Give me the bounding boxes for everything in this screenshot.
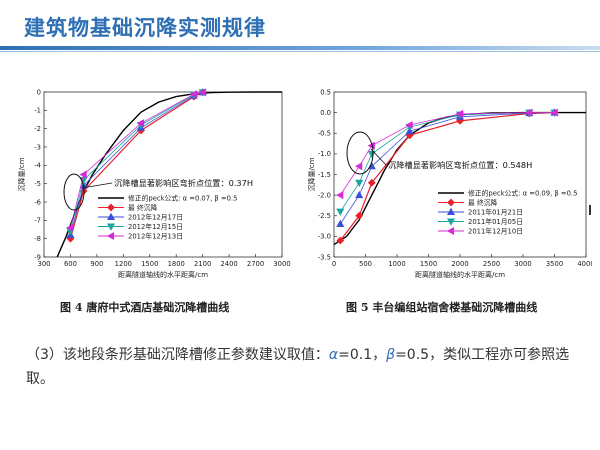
y-axis-label: 沉降量/cm	[17, 157, 26, 191]
x-tick-label: 900	[90, 260, 103, 268]
x-tick-label: 2700	[247, 260, 264, 268]
data-point	[550, 108, 558, 117]
legend-label: 最 终沉降	[468, 198, 498, 207]
figure1-caption: 图 4 唐府中式酒店基础沉降槽曲线	[60, 301, 230, 314]
data-point	[355, 211, 364, 220]
y-tick-label: -5	[34, 180, 41, 188]
body-paragraph: （3）该地段条形基础沉降槽修正参数建议取值：α=0.1，β=0.5，类似工程亦可…	[26, 343, 586, 391]
data-point	[189, 90, 197, 99]
legend-marker	[106, 231, 115, 241]
legend-label: 2011年12月10日	[468, 226, 523, 235]
y-tick-label: 0.5	[320, 88, 331, 96]
x-axis-label: 距离隧道轴线的水平距离/cm	[415, 270, 505, 279]
annotation-text: 沉降槽显著影响区弯折点位置：0.37H	[114, 178, 253, 188]
annotation-text: 沉降槽显著影响区弯折点位置：0.548H	[388, 160, 532, 170]
x-tick-label: 3000	[514, 260, 531, 268]
alpha-symbol: α	[328, 347, 339, 363]
data-point	[355, 190, 364, 199]
y-tick-label: -2.5	[318, 212, 331, 220]
legend-marker	[106, 223, 116, 231]
data-point	[336, 236, 345, 245]
x-tick-label: 1500	[420, 260, 437, 268]
y-tick-label: 0.0	[320, 109, 331, 117]
title-rule	[0, 46, 600, 50]
figure2-caption: 图 5 丰台编组站宿舍楼基础沉降槽曲线	[346, 301, 538, 314]
data-point	[405, 120, 413, 130]
data-point	[198, 88, 206, 97]
data-point	[79, 170, 87, 179]
x-tick-label: 1000	[388, 260, 405, 268]
y-tick-label: -1.5	[318, 171, 331, 179]
series-line	[56, 91, 282, 258]
legend-marker	[107, 203, 115, 212]
alpha-value: =0.1，	[338, 347, 387, 363]
y-tick-label: -2.0	[318, 191, 331, 199]
x-tick-label: 3500	[546, 260, 563, 268]
annotation-leader	[81, 182, 113, 189]
y-tick-label: -1.0	[318, 150, 331, 158]
y-tick-label: -3.5	[318, 253, 331, 261]
y-axis-label: 沉降量/cm	[307, 157, 316, 191]
x-tick-label: 2500	[483, 260, 500, 268]
annotation-leader	[370, 148, 387, 166]
y-tick-label: -7	[34, 217, 41, 225]
beta-symbol: β	[386, 347, 396, 363]
legend-label: 修正的peck公式: α =0.07, β =0.5	[128, 193, 237, 202]
x-tick-label: 300	[38, 260, 51, 268]
y-tick-label: -3.0	[318, 233, 331, 241]
x-tick-label: 2100	[194, 260, 211, 268]
y-tick-label: -9	[34, 253, 41, 261]
slide-edge-marker	[589, 205, 591, 215]
y-tick-label: -6	[34, 198, 41, 206]
x-tick-label: 1200	[115, 260, 132, 268]
chart-tangfu-settlement: 300 600 900 1200 1500 1800 2100 2400 2700 3000 0 -1…	[17, 88, 291, 279]
x-axis-label: 距离隧道轴线的水平距离/cm	[118, 270, 208, 279]
legend-marker	[447, 198, 455, 207]
y-tick-label: -1	[34, 107, 41, 115]
legend-marker	[446, 226, 455, 236]
data-point	[355, 179, 364, 187]
data-point	[336, 208, 345, 216]
y-tick-label: -4	[34, 162, 41, 170]
data-point	[336, 191, 344, 200]
y-tick-label: -0.5	[318, 130, 331, 138]
highlight-ellipse	[346, 131, 374, 175]
data-point	[354, 162, 363, 171]
y-tick-label: -2	[34, 125, 41, 133]
legend-marker	[106, 212, 116, 221]
legend-label: 修正的peck公式: α =0.09, β =0.5	[468, 188, 577, 197]
data-point	[455, 109, 464, 118]
data-point	[136, 119, 145, 128]
y-tick-label: -8	[34, 235, 41, 243]
highlight-ellipse	[63, 173, 85, 211]
x-tick-label: 500	[359, 260, 372, 268]
x-tick-label: 600	[64, 260, 77, 268]
title-underline	[0, 51, 600, 52]
legend-label: 2012年12月17日	[128, 212, 183, 221]
data-point	[525, 108, 533, 117]
data-point	[367, 178, 376, 187]
beta-value: =0.5，类似工程亦可参照选取。	[26, 347, 570, 387]
legend-marker	[446, 207, 456, 216]
x-tick-label: 1800	[168, 260, 185, 268]
body-prefix: （3）该地段条形基础沉降槽修正参数建议取值：	[26, 347, 329, 363]
x-tick-label: 1500	[141, 260, 158, 268]
legend-label: 2012年12月13日	[128, 231, 183, 240]
x-tick-label: 2000	[451, 260, 468, 268]
legend-marker	[446, 218, 456, 226]
slide-title: 建筑物基础沉降实测规律	[24, 16, 266, 40]
x-tick-label: 2400	[220, 260, 237, 268]
y-tick-label: -3	[34, 143, 41, 151]
data-point	[336, 219, 345, 228]
y-tick-label: 0	[37, 88, 41, 96]
x-tick-label: 3000	[273, 260, 290, 268]
legend-label: 最 终沉降	[128, 203, 158, 212]
data-point	[66, 223, 74, 232]
legend-label: 2011年01月05日	[468, 217, 523, 226]
x-tick-label: 0	[332, 260, 336, 268]
legend-label: 2012年12月15日	[128, 222, 183, 231]
legend-label: 2011年01月21日	[468, 207, 523, 216]
